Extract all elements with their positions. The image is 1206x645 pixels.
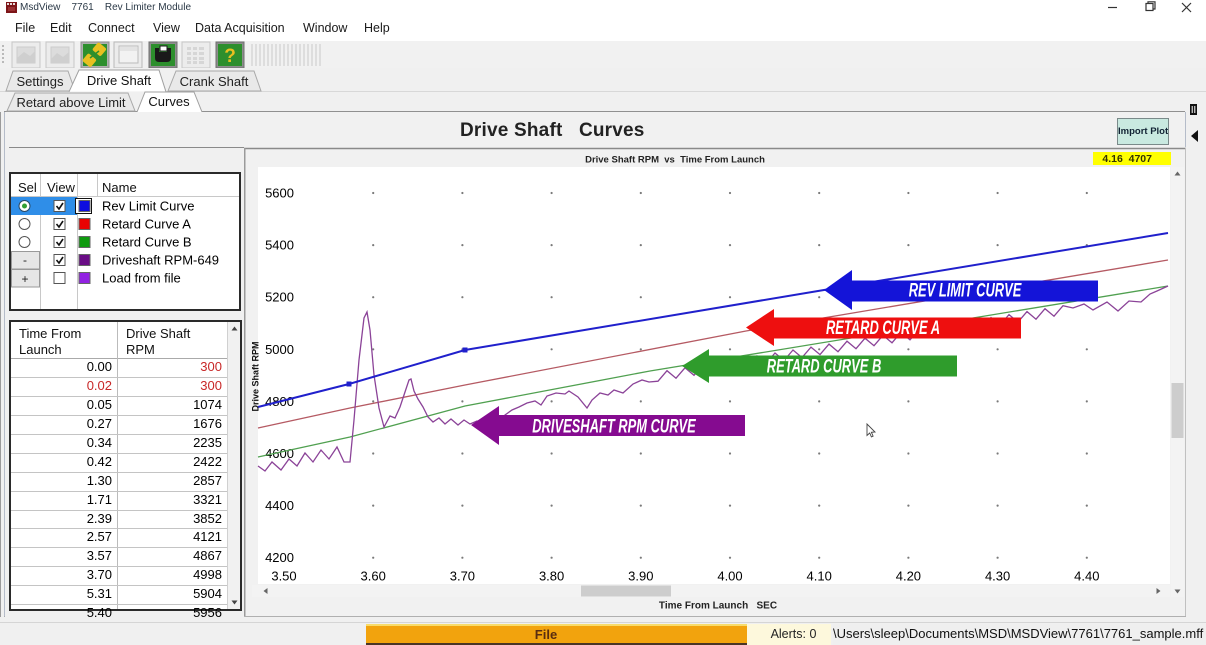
svg-text:5200: 5200 — [265, 290, 294, 305]
svg-text:4.20: 4.20 — [896, 569, 921, 584]
svg-text:4.16 4707: 4.16 4707 — [1102, 153, 1152, 165]
svg-text:Rev Limit Curve: Rev Limit Curve — [102, 199, 194, 214]
svg-text:DRIVESHAFT RPM CURVE: DRIVESHAFT RPM CURVE — [532, 416, 696, 437]
svg-text:3.70: 3.70 — [450, 569, 475, 584]
svg-text:4.30: 4.30 — [985, 569, 1010, 584]
svg-text:4600: 4600 — [265, 446, 294, 461]
svg-text:Retard Curve B: Retard Curve B — [102, 235, 192, 250]
svg-text:REV LIMIT CURVE: REV LIMIT CURVE — [909, 280, 1023, 301]
svg-text:Retard above Limit: Retard above Limit — [16, 95, 125, 110]
svg-text:Driveshaft RPM-649: Driveshaft RPM-649 — [102, 253, 219, 268]
svg-text:RETARD CURVE B: RETARD CURVE B — [767, 356, 882, 377]
svg-text:?: ? — [224, 46, 236, 67]
svg-text:4.00: 4.00 — [717, 569, 742, 584]
svg-text:-: - — [23, 253, 27, 267]
svg-text:RETARD CURVE A: RETARD CURVE A — [826, 318, 940, 339]
svg-text:Retard Curve A: Retard Curve A — [102, 217, 191, 232]
svg-text:4.10: 4.10 — [807, 569, 832, 584]
svg-text:5000: 5000 — [265, 342, 294, 357]
svg-text:Drive Shaft RPM vs Time From: Drive Shaft RPM vs Time From Launch — [585, 155, 765, 166]
svg-text:+: + — [21, 272, 28, 286]
svg-text:4200: 4200 — [265, 550, 294, 565]
svg-text:3.50: 3.50 — [271, 569, 296, 584]
svg-text:Drive Shaft: Drive Shaft — [87, 73, 152, 88]
svg-text:5600: 5600 — [265, 186, 294, 201]
svg-text:Drive Shaft RPM: Drive Shaft RPM — [251, 341, 261, 411]
svg-text:Curves: Curves — [148, 94, 190, 109]
svg-text:3.80: 3.80 — [539, 569, 564, 584]
svg-text:Crank Shaft: Crank Shaft — [180, 74, 249, 89]
svg-text:3.60: 3.60 — [361, 569, 386, 584]
svg-text:4400: 4400 — [265, 498, 294, 513]
svg-text:Settings: Settings — [17, 74, 64, 89]
svg-text:5400: 5400 — [265, 238, 294, 253]
svg-text:4.40: 4.40 — [1074, 569, 1099, 584]
svg-text:3.90: 3.90 — [628, 569, 653, 584]
svg-text:Load from file: Load from file — [102, 271, 181, 286]
svg-text:Time From Launch SEC: Time From Launch SEC — [659, 601, 777, 612]
